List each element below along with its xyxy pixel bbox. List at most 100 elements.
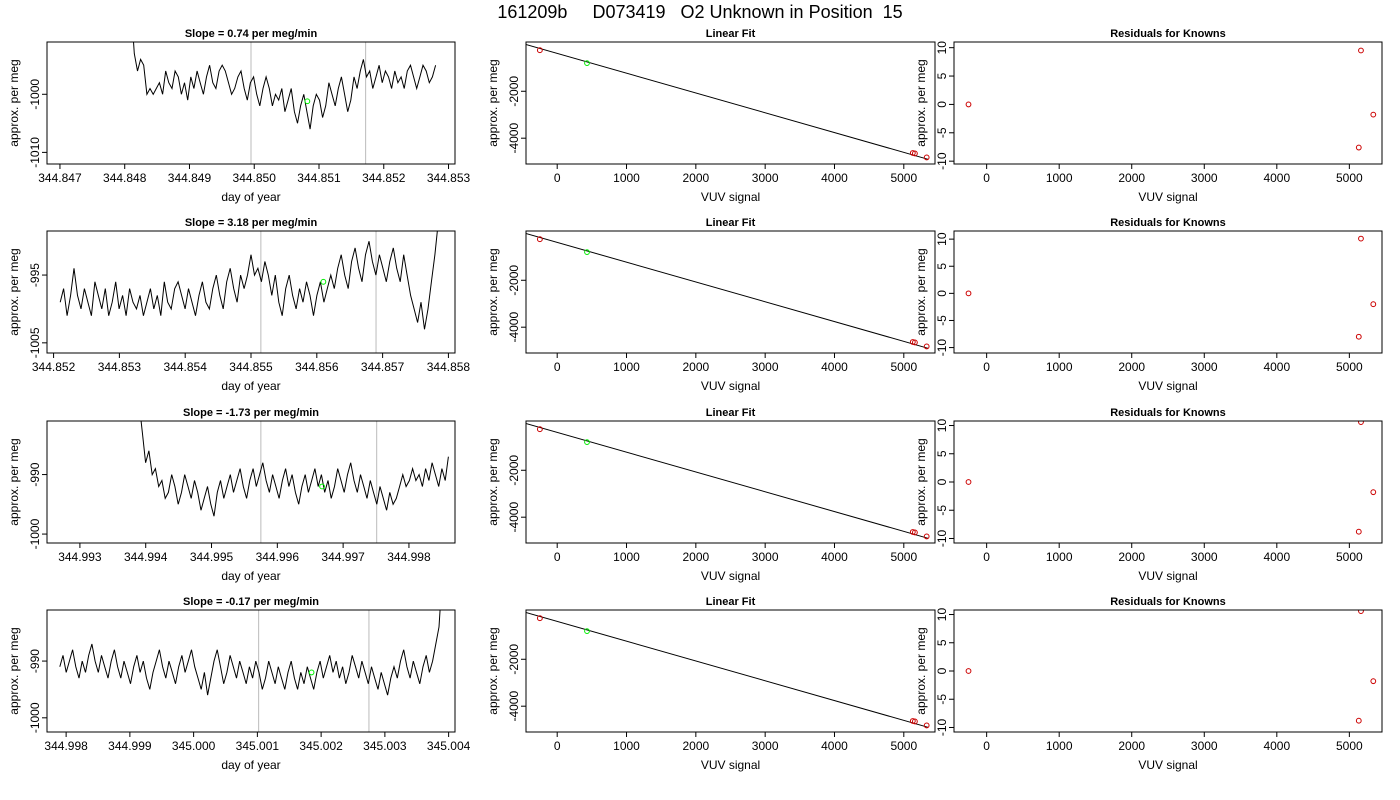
y-tick-label: 5 <box>935 450 949 457</box>
chart-title: Residuals for Knowns <box>1110 217 1226 229</box>
y-axis-label: approx. per meg <box>486 59 500 146</box>
y-axis-label: approx. per meg <box>914 59 928 146</box>
y-tick-label: 10 <box>935 608 949 622</box>
x-axis-label: VUV signal <box>701 758 760 772</box>
y-tick-label: -990 <box>28 462 42 486</box>
data-point <box>1370 489 1377 496</box>
x-tick-label: 4000 <box>821 171 848 185</box>
data-point <box>911 339 918 346</box>
data-point <box>1370 301 1377 308</box>
x-tick-label: 4000 <box>1263 171 1290 185</box>
chart-panel: Linear Fit 0 1000 2000 3000 4000 5000 -4000 -200… <box>486 596 936 772</box>
plot-frame <box>46 420 456 544</box>
plot-frame <box>46 230 456 354</box>
data-point <box>1358 610 1364 615</box>
series-line <box>59 610 441 696</box>
x-tick-label: 2000 <box>682 550 709 564</box>
x-tick-label: 2000 <box>1118 550 1145 564</box>
x-tick-label: 1000 <box>1046 171 1073 185</box>
x-tick-label: 3000 <box>752 739 779 753</box>
data-point <box>965 479 972 485</box>
y-tick-label: -2000 <box>507 265 521 296</box>
x-tick-label: 1000 <box>1046 360 1073 374</box>
y-axis-label: approx. per meg <box>914 627 928 714</box>
y-axis-label: approx. per meg <box>486 248 500 335</box>
x-tick-label: 345.003 <box>363 739 407 753</box>
chart-panel: Residuals for Knowns 0 1000 2000 3000 4000 500… <box>914 28 1383 204</box>
y-axis-label: approx. per meg <box>7 248 21 335</box>
x-tick-label: 344.998 <box>387 550 431 564</box>
x-tick-label: 4000 <box>821 739 848 753</box>
data-point <box>1355 717 1362 724</box>
chart-title: Linear Fit <box>706 217 756 229</box>
plot-area <box>965 47 1377 151</box>
x-tick-label: 5000 <box>1336 360 1363 374</box>
x-tick-label: 1000 <box>613 739 640 753</box>
x-tick-label: 5000 <box>890 739 917 753</box>
chart-title: Linear Fit <box>706 596 756 608</box>
x-tick-label: 2000 <box>1118 360 1145 374</box>
chart-title: Slope = -1.73 per meg/min <box>183 407 319 419</box>
x-tick-label: 344.847 <box>38 171 82 185</box>
y-tick-label: -10 <box>935 339 949 357</box>
y-tick-label: -5 <box>935 505 949 516</box>
unknown-point <box>319 483 325 490</box>
chart-panel: Slope = -1.73 per meg/min 344.993 344.994 3… <box>7 407 456 583</box>
y-tick-label: -5 <box>935 315 949 326</box>
x-axis-label: VUV signal <box>1138 569 1197 583</box>
x-tick-label: 3000 <box>1191 360 1218 374</box>
chart-panel: Linear Fit 0 1000 2000 3000 4000 5000 -4000 -200… <box>486 217 936 393</box>
chart-title: Slope = -0.17 per meg/min <box>183 596 319 608</box>
y-axis-label: approx. per meg <box>7 438 21 525</box>
x-tick-label: 344.999 <box>108 739 152 753</box>
x-tick-label: 1000 <box>1046 550 1073 564</box>
x-tick-label: 0 <box>554 360 561 374</box>
x-tick-label: 344.857 <box>361 360 405 374</box>
x-tick-label: 344.853 <box>427 171 471 185</box>
plot-area <box>526 232 930 350</box>
y-tick-label: 5 <box>935 263 949 270</box>
chart-title: Residuals for Knowns <box>1110 407 1226 419</box>
x-tick-label: 3000 <box>1191 171 1218 185</box>
x-tick-label: 2000 <box>1118 739 1145 753</box>
x-tick-label: 1000 <box>613 550 640 564</box>
y-tick-label: 0 <box>935 667 949 674</box>
x-tick-label: 2000 <box>682 739 709 753</box>
chart-panel: Residuals for Knowns 0 1000 2000 3000 4000 500… <box>914 217 1383 393</box>
data-point <box>1358 235 1364 242</box>
x-tick-label: 4000 <box>1263 550 1290 564</box>
plot-frame <box>953 230 1383 354</box>
data-point <box>1358 421 1364 426</box>
series-line <box>133 42 437 130</box>
x-tick-label: 3000 <box>752 360 779 374</box>
y-tick-label: -5 <box>935 127 949 138</box>
y-axis-label: approx. per meg <box>486 627 500 714</box>
x-tick-label: 1000 <box>613 360 640 374</box>
x-tick-label: 3000 <box>1191 550 1218 564</box>
y-tick-label: -2000 <box>507 644 521 675</box>
x-tick-label: 0 <box>983 739 990 753</box>
plot-frame <box>46 41 456 165</box>
plot-area <box>526 611 930 729</box>
plot-frame <box>953 609 1383 733</box>
data-point <box>965 668 972 674</box>
x-tick-label: 3000 <box>752 171 779 185</box>
plot-area <box>140 421 449 543</box>
chart-title: Residuals for Knowns <box>1110 28 1226 40</box>
plot-area <box>133 42 437 164</box>
y-tick-label: 0 <box>935 478 949 485</box>
chart-panel: Linear Fit 0 1000 2000 3000 4000 5000 -4000 -200… <box>486 407 936 583</box>
x-tick-label: 344.996 <box>256 550 300 564</box>
x-axis-label: VUV signal <box>1138 758 1197 772</box>
fit-line <box>526 43 929 160</box>
y-tick-label: -5 <box>935 694 949 705</box>
x-tick-label: 344.848 <box>103 171 147 185</box>
y-tick-label: -1000 <box>28 518 42 549</box>
data-point <box>911 718 918 725</box>
chart-panel: Slope = -0.17 per meg/min 344.998 344.999 3… <box>7 596 471 772</box>
fit-line <box>526 611 929 728</box>
y-axis-label: approx. per meg <box>7 59 21 146</box>
plot-frame <box>525 230 936 354</box>
y-axis-label: approx. per meg <box>7 627 21 714</box>
plot-area <box>965 610 1377 724</box>
